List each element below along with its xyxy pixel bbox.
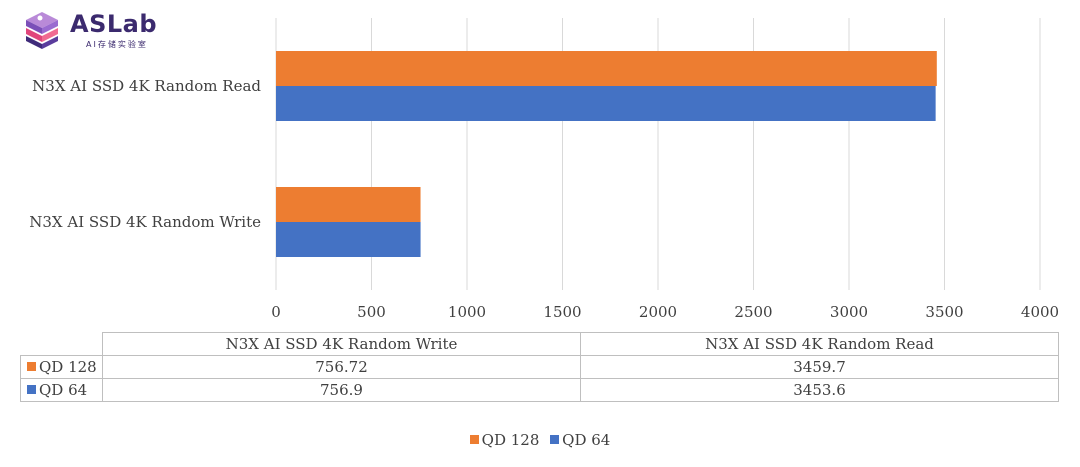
table-header-read: N3X AI SSD 4K Random Read [580, 332, 1059, 356]
table-header-write: N3X AI SSD 4K Random Write [102, 332, 581, 356]
bar-qd64 [276, 86, 936, 121]
bar-qd128 [276, 187, 421, 222]
table-cell: 756.72 [102, 355, 581, 379]
x-tick-label: 3000 [830, 303, 868, 321]
bar-qd128 [276, 51, 937, 86]
x-tick-label: 500 [357, 303, 386, 321]
table-cell: 3459.7 [580, 355, 1059, 379]
table-corner [20, 332, 103, 356]
x-tick-label: 2000 [639, 303, 677, 321]
bar-chart: 0 500 1000 1500 2000 2500 3000 3500 4000 N3X AI S… [29, 18, 1059, 321]
x-tick-label: 1500 [543, 303, 581, 321]
series-label: QD 64 [39, 381, 88, 399]
legend-item-qd64: QD 64 [550, 431, 610, 449]
legend-label: QD 64 [562, 431, 611, 449]
qd64-swatch-icon [27, 385, 36, 394]
qd128-swatch-icon [469, 435, 479, 444]
category-label: N3X AI SSD 4K Random Read [32, 77, 261, 95]
axis: 0 500 1000 1500 2000 2500 3000 3500 4000 N3X AI S… [29, 77, 1059, 321]
bar-series [276, 51, 937, 257]
logo-subtitle: AI存储实验室 [86, 40, 148, 49]
qd64-swatch-icon [550, 435, 560, 444]
table-series-qd128: QD 128 [20, 355, 103, 379]
table-row: QD 64 756.9 3453.6 [20, 378, 1059, 402]
x-tick-label: 4000 [1021, 303, 1059, 321]
legend-label: QD 128 [481, 431, 540, 449]
data-table: N3X AI SSD 4K Random Write N3X AI SSD 4K… [20, 332, 1059, 402]
table-series-qd64: QD 64 [20, 378, 103, 402]
aslab-logo: ASLab AI存储实验室 [20, 8, 157, 54]
x-tick-label: 0 [271, 303, 281, 321]
logo-brand: ASLab [70, 10, 158, 38]
legend-item-qd128: QD 128 [469, 431, 540, 449]
table-cell: 3453.6 [580, 378, 1059, 402]
table-row: QD 128 756.72 3459.7 [20, 355, 1059, 379]
aslab-cube-icon [26, 12, 58, 49]
x-tick-label: 3500 [925, 303, 963, 321]
chart-legend: QD 128 QD 64 [0, 431, 1080, 449]
qd128-swatch-icon [27, 362, 36, 371]
x-tick-label: 2500 [734, 303, 772, 321]
table-cell: 756.9 [102, 378, 581, 402]
series-label: QD 128 [39, 358, 97, 376]
x-tick-label: 1000 [448, 303, 486, 321]
bar-qd64 [276, 222, 421, 257]
category-label: N3X AI SSD 4K Random Write [29, 213, 261, 231]
table-header-row: N3X AI SSD 4K Random Write N3X AI SSD 4K… [20, 332, 1059, 356]
